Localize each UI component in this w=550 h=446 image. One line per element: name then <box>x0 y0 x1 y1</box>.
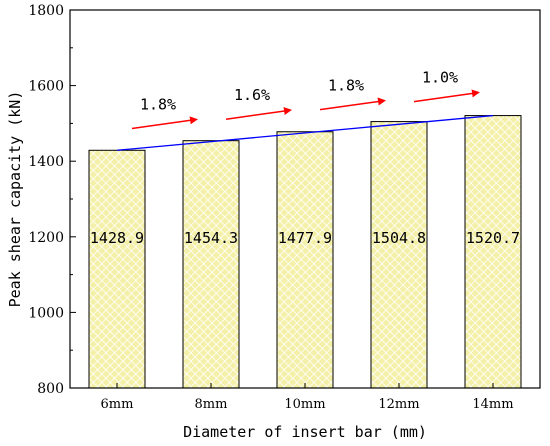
x-axis-ticks: 6mm 8mm 10mm 12mm 14mm <box>101 383 514 412</box>
bar-value-label: 1477.9 <box>278 229 332 247</box>
bar-value-label: 1454.3 <box>184 229 238 247</box>
y-tick-label: 1800 <box>28 3 64 19</box>
increase-arrows-group <box>131 89 480 130</box>
y-tick-label: 1000 <box>28 305 64 321</box>
bar-value-label: 1504.8 <box>372 229 426 247</box>
bar-12mm <box>370 121 428 389</box>
x-tick-label: 14mm <box>472 397 513 412</box>
value-labels-group: 1428.9 1454.3 1477.9 1504.8 1520.7 <box>90 229 520 247</box>
bars-group <box>88 115 522 389</box>
increase-annotation: 1.6% <box>234 86 270 104</box>
y-tick-label: 1400 <box>28 154 64 170</box>
increase-annotation: 1.8% <box>328 77 364 95</box>
bar-value-label: 1428.9 <box>90 229 144 247</box>
increase-arrow <box>319 97 386 111</box>
x-tick-label: 12mm <box>378 397 419 412</box>
y-tick-label: 1600 <box>28 79 64 95</box>
bar-value-label: 1520.7 <box>466 229 520 247</box>
y-tick-label: 1200 <box>28 230 64 246</box>
bar-8mm <box>182 140 240 389</box>
x-axis-title: Diameter of insert bar (mm) <box>183 423 427 441</box>
x-tick-label: 6mm <box>101 397 134 412</box>
y-axis-ticks: 800 1000 1200 1400 1600 1800 <box>28 3 76 397</box>
increase-annotation: 1.8% <box>140 95 176 113</box>
x-tick-label: 10mm <box>284 397 325 412</box>
increase-arrow <box>413 89 480 103</box>
trend-line <box>116 114 494 151</box>
x-tick-label: 8mm <box>195 397 228 412</box>
increase-annotations-group: 1.8% 1.6% 1.8% 1.0% <box>140 69 458 114</box>
y-tick-label: 800 <box>37 381 64 397</box>
y-axis-title: Peak shear capacity (kN) <box>6 91 24 308</box>
bar-14mm <box>464 115 522 389</box>
increase-arrow <box>131 116 198 130</box>
increase-annotation: 1.0% <box>422 69 458 87</box>
bar-6mm <box>88 149 146 389</box>
increase-arrow <box>225 107 292 120</box>
bar-10mm <box>276 131 334 389</box>
